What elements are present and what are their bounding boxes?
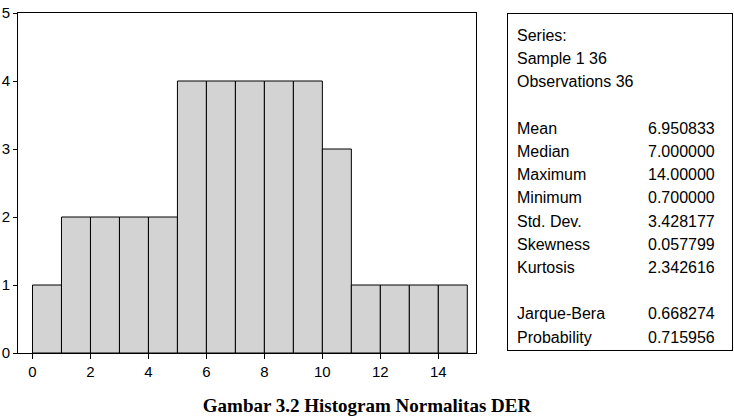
html-text:0.700000: 0.700000 [648,189,715,207]
svg-text:0: 0 [28,363,36,380]
svg-text:6: 6 [202,363,210,380]
html-text:6.950833: 6.950833 [648,119,715,137]
svg-text:1: 1 [2,276,10,293]
svg-text:2: 2 [2,208,10,225]
html-text:Median: Median [517,143,570,160]
svg-text:12: 12 [372,363,389,380]
html-text:Maximum: Maximum [517,166,587,184]
html-text:Sample 1 36: Sample 1 36 [517,50,607,68]
svg-text:14: 14 [430,363,447,380]
svg-text:8: 8 [260,363,268,380]
html-text:Series:: Series: [517,27,567,44]
html-text:3.428177: 3.428177 [648,212,715,230]
svg-text:0: 0 [2,344,10,361]
html-text:Probability: Probability [517,328,592,346]
html-text:0.715956: 0.715956 [648,328,715,346]
svg-text:3: 3 [2,140,10,157]
html-text:Minimum: Minimum [517,189,582,207]
html-text:Std. Dev.: Std. Dev. [517,212,582,230]
html-text:Observations 36: Observations 36 [517,73,634,91]
svg-text:10: 10 [314,363,331,380]
svg-text:4: 4 [2,72,10,89]
html-text:2.342616: 2.342616 [648,259,715,276]
svg-text:5: 5 [2,4,10,21]
html-text:Skewness: Skewness [517,235,590,253]
svg-text:2: 2 [86,363,94,380]
svg-text:4: 4 [144,363,152,380]
html-text:0.668274: 0.668274 [648,305,715,323]
html-text:Mean: Mean [517,119,557,137]
html-text:Kurtosis: Kurtosis [517,259,575,276]
html-text:0.057799: 0.057799 [648,235,715,253]
html-text:Gambar 3.2 Histogram Normalita: Gambar 3.2 Histogram Normalitas DER [202,395,532,416]
html-text:7.000000: 7.000000 [648,143,715,160]
html-text:14.00000: 14.00000 [648,166,715,184]
html-text:Jarque-Bera: Jarque-Bera [517,305,605,323]
